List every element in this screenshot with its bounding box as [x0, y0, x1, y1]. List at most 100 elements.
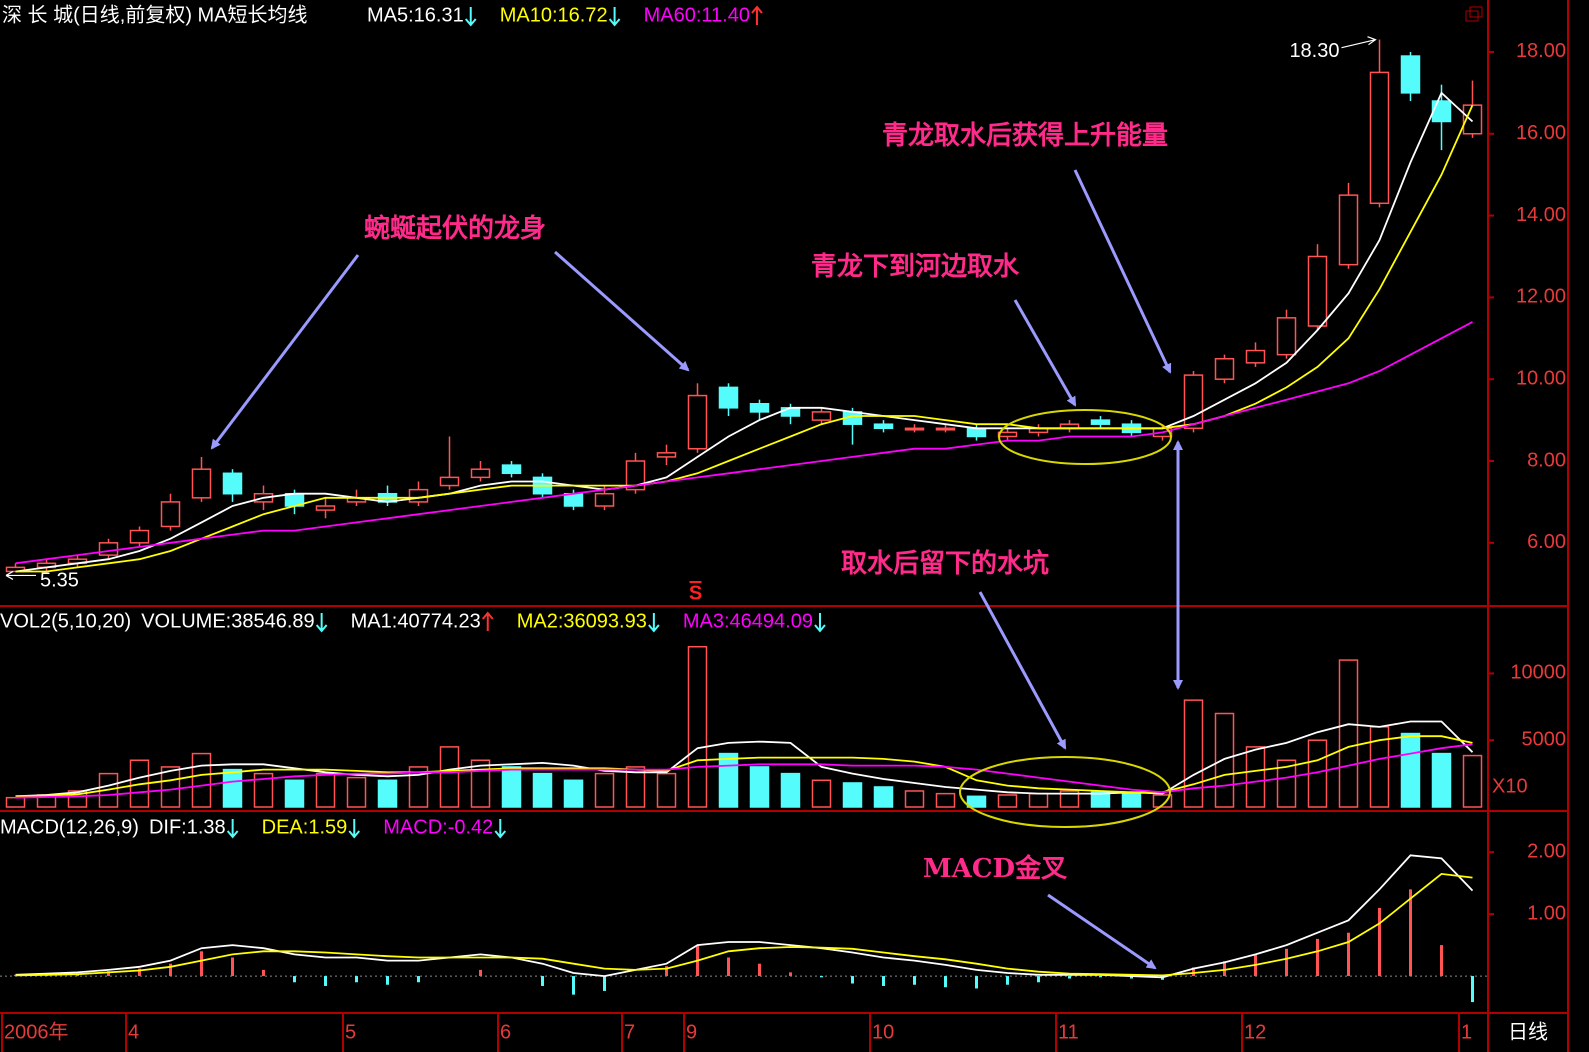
trend-arrow	[648, 613, 660, 633]
candle-body	[160, 501, 181, 528]
min-pointer	[5, 570, 36, 580]
legend-item: DIF:1.38	[149, 816, 226, 838]
candle-body	[408, 488, 429, 503]
volume-bar	[1431, 752, 1452, 808]
y-tick-label: 18.00	[1516, 40, 1566, 62]
signal-marker: S	[689, 582, 702, 604]
candle-body	[687, 394, 708, 450]
x-tick-label: 4	[128, 1021, 139, 1043]
x-tick-label: 1	[1461, 1021, 1472, 1043]
y-tick-label: 1.00	[1527, 902, 1566, 924]
indicator-line	[15, 720, 1474, 798]
candle-body	[501, 464, 522, 475]
y-tick-label: 14.00	[1516, 204, 1566, 226]
legend-item: MA5:16.31	[367, 4, 464, 26]
volume-bar	[346, 776, 367, 808]
y-tick-label: 5000	[1522, 728, 1567, 750]
max-label: 18.30	[1289, 40, 1339, 62]
volume-bar	[718, 752, 739, 808]
y-tick-label: 10000	[1510, 662, 1566, 684]
candle-body	[780, 407, 801, 417]
candle-body	[656, 452, 677, 458]
candle-body	[470, 468, 491, 479]
volume-bar	[439, 746, 460, 808]
volume-bar	[656, 772, 677, 808]
y-tick-label: 12.00	[1516, 286, 1566, 308]
legend-item: MA1:40774.23	[351, 610, 481, 632]
volume-bar	[1214, 712, 1235, 808]
legend-item: MA10:16.72	[500, 4, 608, 26]
volume-bar	[160, 766, 181, 808]
volume-bar	[191, 752, 212, 808]
candle-body	[594, 492, 615, 507]
volume-bar	[811, 779, 832, 808]
volume-bar	[1028, 792, 1049, 808]
annotation: 取水后留下的水坑	[841, 548, 1049, 579]
volume-bar	[842, 782, 863, 808]
arrow	[1013, 299, 1077, 407]
indicator-line	[15, 321, 1473, 565]
volume-bar	[563, 779, 584, 808]
candle-body	[1214, 357, 1235, 380]
x-tick-label: 7	[624, 1021, 635, 1043]
annotation: 蜿蜒起伏的龙身	[364, 213, 546, 244]
legend-title: VOL2(5,10,20)	[0, 610, 131, 632]
candle-body	[129, 529, 150, 544]
x-tick-label: 2006年	[4, 1020, 69, 1043]
volume-bar	[1059, 790, 1080, 808]
volume-bar	[222, 768, 243, 808]
x-tick-label: 11	[1058, 1021, 1079, 1043]
trend-arrow	[315, 613, 328, 633]
candle-body	[1090, 419, 1111, 425]
candle-body	[904, 427, 925, 431]
window-icon	[1465, 6, 1483, 22]
volume-bar	[625, 766, 646, 808]
x-tick-label: 10	[872, 1021, 894, 1043]
x-tick-label: 6	[500, 1021, 511, 1043]
arrow	[554, 250, 690, 372]
x-tick-label: 9	[686, 1021, 697, 1043]
candle-body	[935, 427, 956, 431]
y-tick-label: 16.00	[1516, 122, 1566, 144]
volume-bar	[997, 794, 1018, 808]
trend-arrow	[481, 611, 494, 631]
annotation: 青龙下到河边取水	[811, 252, 1020, 282]
trend-arrow	[494, 819, 507, 839]
volume-bar	[253, 772, 274, 808]
volume-bar	[935, 792, 956, 808]
legend-item: MACD:-0.42	[383, 816, 493, 838]
y-tick-label: 2.00	[1527, 840, 1566, 862]
volume-bar	[594, 772, 615, 808]
candle-body	[222, 472, 243, 495]
candle-body	[563, 492, 584, 507]
indicator-line	[15, 872, 1473, 977]
y-tick-label: 8.00	[1527, 449, 1566, 471]
candle-body	[873, 423, 894, 430]
candle-body	[1245, 349, 1266, 364]
trend-arrow	[608, 7, 621, 27]
volume-bar	[749, 766, 770, 808]
volume-bar	[1152, 794, 1173, 808]
volume-bar	[532, 772, 553, 808]
volume-bar	[687, 645, 708, 808]
legend-item: MA2:36093.93	[517, 610, 647, 632]
volume-bar	[1462, 754, 1483, 808]
volume-bar	[408, 766, 429, 808]
legend-title: MACD(12,26,9)	[0, 816, 139, 838]
annotation: 青龙取水后获得上升能量	[882, 120, 1168, 151]
candle-body	[315, 505, 336, 511]
volume-bar	[1276, 759, 1297, 808]
legend-item: DEA:1.59	[262, 816, 348, 838]
volume-bar	[1245, 746, 1266, 808]
candle-body	[1276, 317, 1297, 356]
indicator-line	[15, 91, 1474, 573]
candle-body	[997, 431, 1018, 438]
chart-title: 深 长 城(日线,前复权) MA短长均线	[2, 3, 308, 26]
annotation-arrows	[210, 169, 1183, 970]
x-tick-label: 5	[345, 1021, 356, 1043]
candle-body	[1400, 55, 1421, 94]
candle-body	[1338, 194, 1359, 266]
min-label: 5.35	[40, 570, 79, 592]
volume-bar	[284, 779, 305, 808]
